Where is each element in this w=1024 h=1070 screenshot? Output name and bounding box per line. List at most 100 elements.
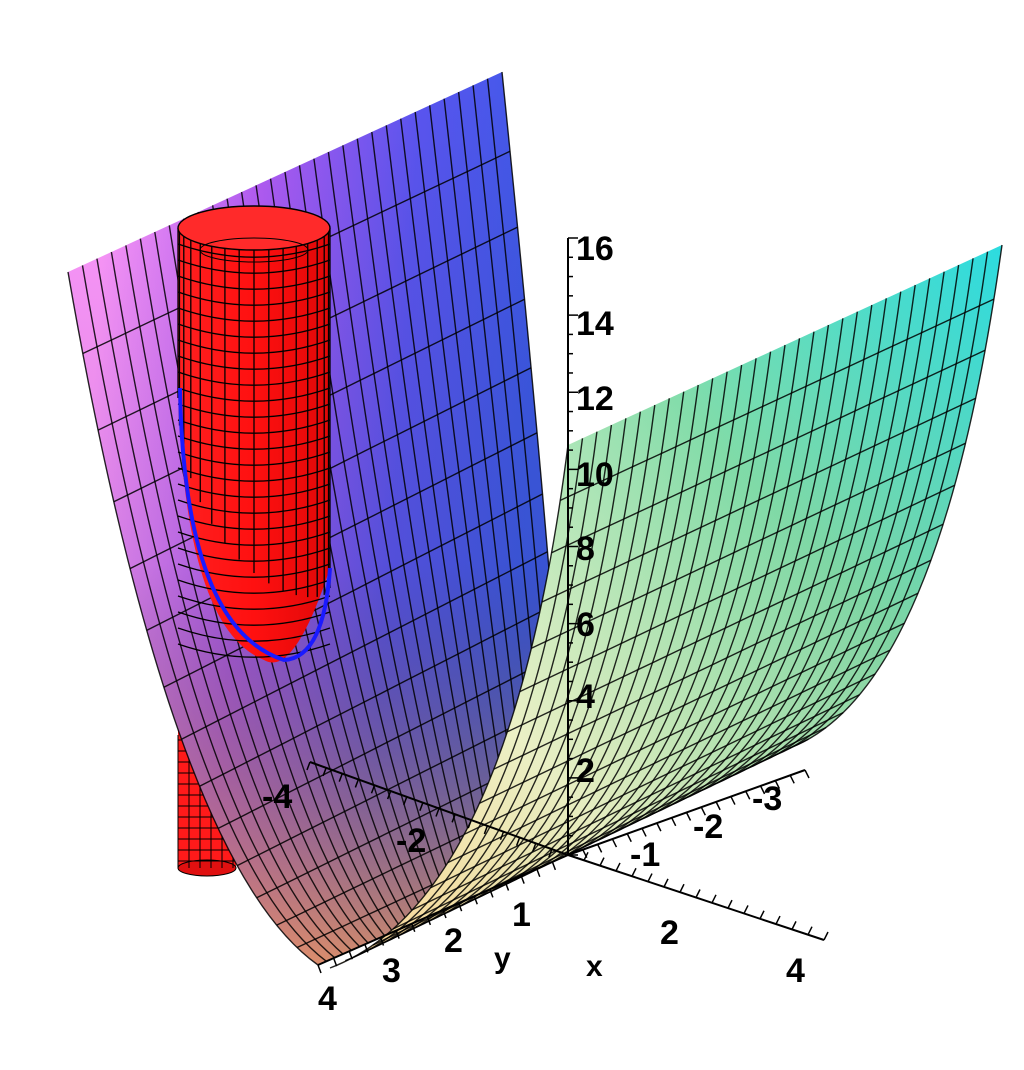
y-axis-tick: [403, 796, 408, 806]
cylinder-ring-gridline: [177, 323, 331, 338]
axes: [306, 237, 829, 974]
cylinder-ring-gridline: [177, 643, 331, 658]
y-axis-tick: [370, 784, 376, 794]
x-axis-tick: [671, 817, 677, 827]
x-axis-tick-labels: -3 -2 -1 1 2 4: [512, 780, 805, 990]
x-axis-tick: [656, 822, 662, 832]
right-sheet-crossline: [541, 397, 976, 603]
cylinder-ring-gridline: [177, 483, 331, 498]
x-axis-tick: [626, 833, 632, 843]
x-axis-tick: [631, 867, 637, 877]
y-axis-tick: [457, 902, 463, 912]
z-axis-ticks: [568, 237, 578, 856]
cylinder-top-inner: [199, 237, 309, 263]
y-axis-title: y: [494, 942, 511, 975]
right-sheet-crossline: [430, 673, 876, 889]
x-axis-tick: [759, 785, 766, 795]
left-sheet-crossline: [217, 655, 557, 830]
y-axis-tick: [504, 882, 510, 891]
cylinder-ring-gridline: [177, 339, 331, 354]
z-tick-label: 16: [576, 230, 614, 268]
x-axis-tick: [789, 774, 795, 784]
cylinder-ring-gridline: [177, 387, 331, 402]
y-tick-label: 2: [444, 922, 463, 960]
y-axis-tick: [536, 868, 541, 878]
left-sheet-crossline: [236, 702, 560, 867]
x-axis-tick: [679, 883, 685, 893]
y-axis-tick: [435, 808, 440, 817]
x-axis-tick: [700, 806, 706, 816]
y-axis-tick: [451, 814, 456, 823]
cylinder-ring-gridline: [177, 403, 331, 418]
cylinder-ring-gridline: [177, 419, 331, 434]
y-tick-label: -4: [262, 778, 292, 816]
y-axis-tick: [520, 875, 525, 884]
y-axis-tick: [499, 831, 505, 841]
right-sheet-crossline: [560, 298, 995, 502]
x-axis-title: x: [586, 950, 603, 983]
right-sheet-crossline: [479, 592, 919, 804]
cylinder-ring-gridline: [177, 499, 331, 514]
right-sheet-gridline: [789, 244, 1003, 749]
y-axis-tick: [386, 790, 392, 800]
y-axis-tick: [348, 950, 353, 960]
x-tick-label: -2: [693, 808, 723, 846]
y-axis-tick: [551, 861, 557, 871]
x-tick-label: -3: [752, 780, 782, 818]
x-tick-label: 1: [512, 896, 531, 934]
z-tick-label: 4: [576, 678, 595, 716]
cylinder-ring-gridline: [177, 563, 331, 578]
z-tick-label: 10: [576, 456, 614, 494]
y-axis-tick: [473, 895, 478, 905]
x-axis-tick: [615, 862, 621, 872]
x-tick-label: 4: [786, 952, 805, 990]
right-sheet-crossline: [519, 484, 955, 693]
cylinder-ring-gridline: [177, 291, 331, 306]
cylinder-ring-gridline: [177, 371, 331, 386]
y-axis-tick: [419, 802, 424, 811]
right-sheet-crossline: [372, 726, 827, 946]
x-axis-tick: [611, 838, 618, 848]
z-tick-label: 14: [576, 305, 614, 343]
cylinder-ring-gridline: [177, 579, 331, 594]
x-axis-tick: [759, 910, 765, 920]
y-axis-tick: [532, 843, 537, 852]
x-axis-tick: [695, 889, 701, 898]
z-tick-label: 6: [576, 606, 595, 644]
cylinder-lower-cap: [177, 859, 237, 877]
x-axis-tick: [804, 769, 810, 779]
right-sheet-crossline: [412, 694, 860, 911]
x-axis-tick: [775, 915, 781, 925]
y-axis-ticks: [306, 761, 557, 974]
x-tick-label: -1: [630, 836, 660, 874]
right-sheet-crossline: [463, 622, 905, 836]
y-axis-tick: [338, 773, 343, 782]
x-axis-tick: [807, 926, 813, 936]
right-sheet-crossline: [531, 442, 966, 649]
z-axis-tick-labels: 2 4 6 8 10 12 14 16: [576, 230, 614, 790]
y-axis-tick: [489, 889, 494, 898]
y-axis-tick: [364, 944, 369, 953]
right-sheet-crossline: [551, 349, 986, 554]
x-axis-tick: [727, 899, 733, 909]
x-axis-tick: [663, 878, 669, 888]
cylinder-ring-gridline: [177, 243, 331, 258]
y-axis-tick-labels: -4 -2 2 3 4: [262, 778, 463, 1018]
x-axis-tick: [715, 801, 721, 811]
z-tick-label: 12: [576, 380, 614, 418]
x-axis-tick: [791, 921, 797, 930]
right-sheet-crossline: [506, 523, 944, 733]
right-sheet-crossline: [392, 711, 844, 930]
cylinder-ring-gridline: [177, 451, 331, 466]
x-axis-tick: [743, 905, 749, 914]
y-axis-tick: [379, 937, 385, 946]
x-axis-tick: [745, 790, 751, 800]
right-sheet-crossline: [447, 649, 891, 864]
y-axis-tick: [354, 779, 360, 788]
x-axis-ticks: [582, 769, 829, 941]
cylinder-ring-gridline: [177, 355, 331, 370]
z-tick-label: 2: [576, 752, 595, 790]
z-tick-label: 8: [576, 530, 595, 568]
y-axis-tick: [332, 957, 338, 967]
